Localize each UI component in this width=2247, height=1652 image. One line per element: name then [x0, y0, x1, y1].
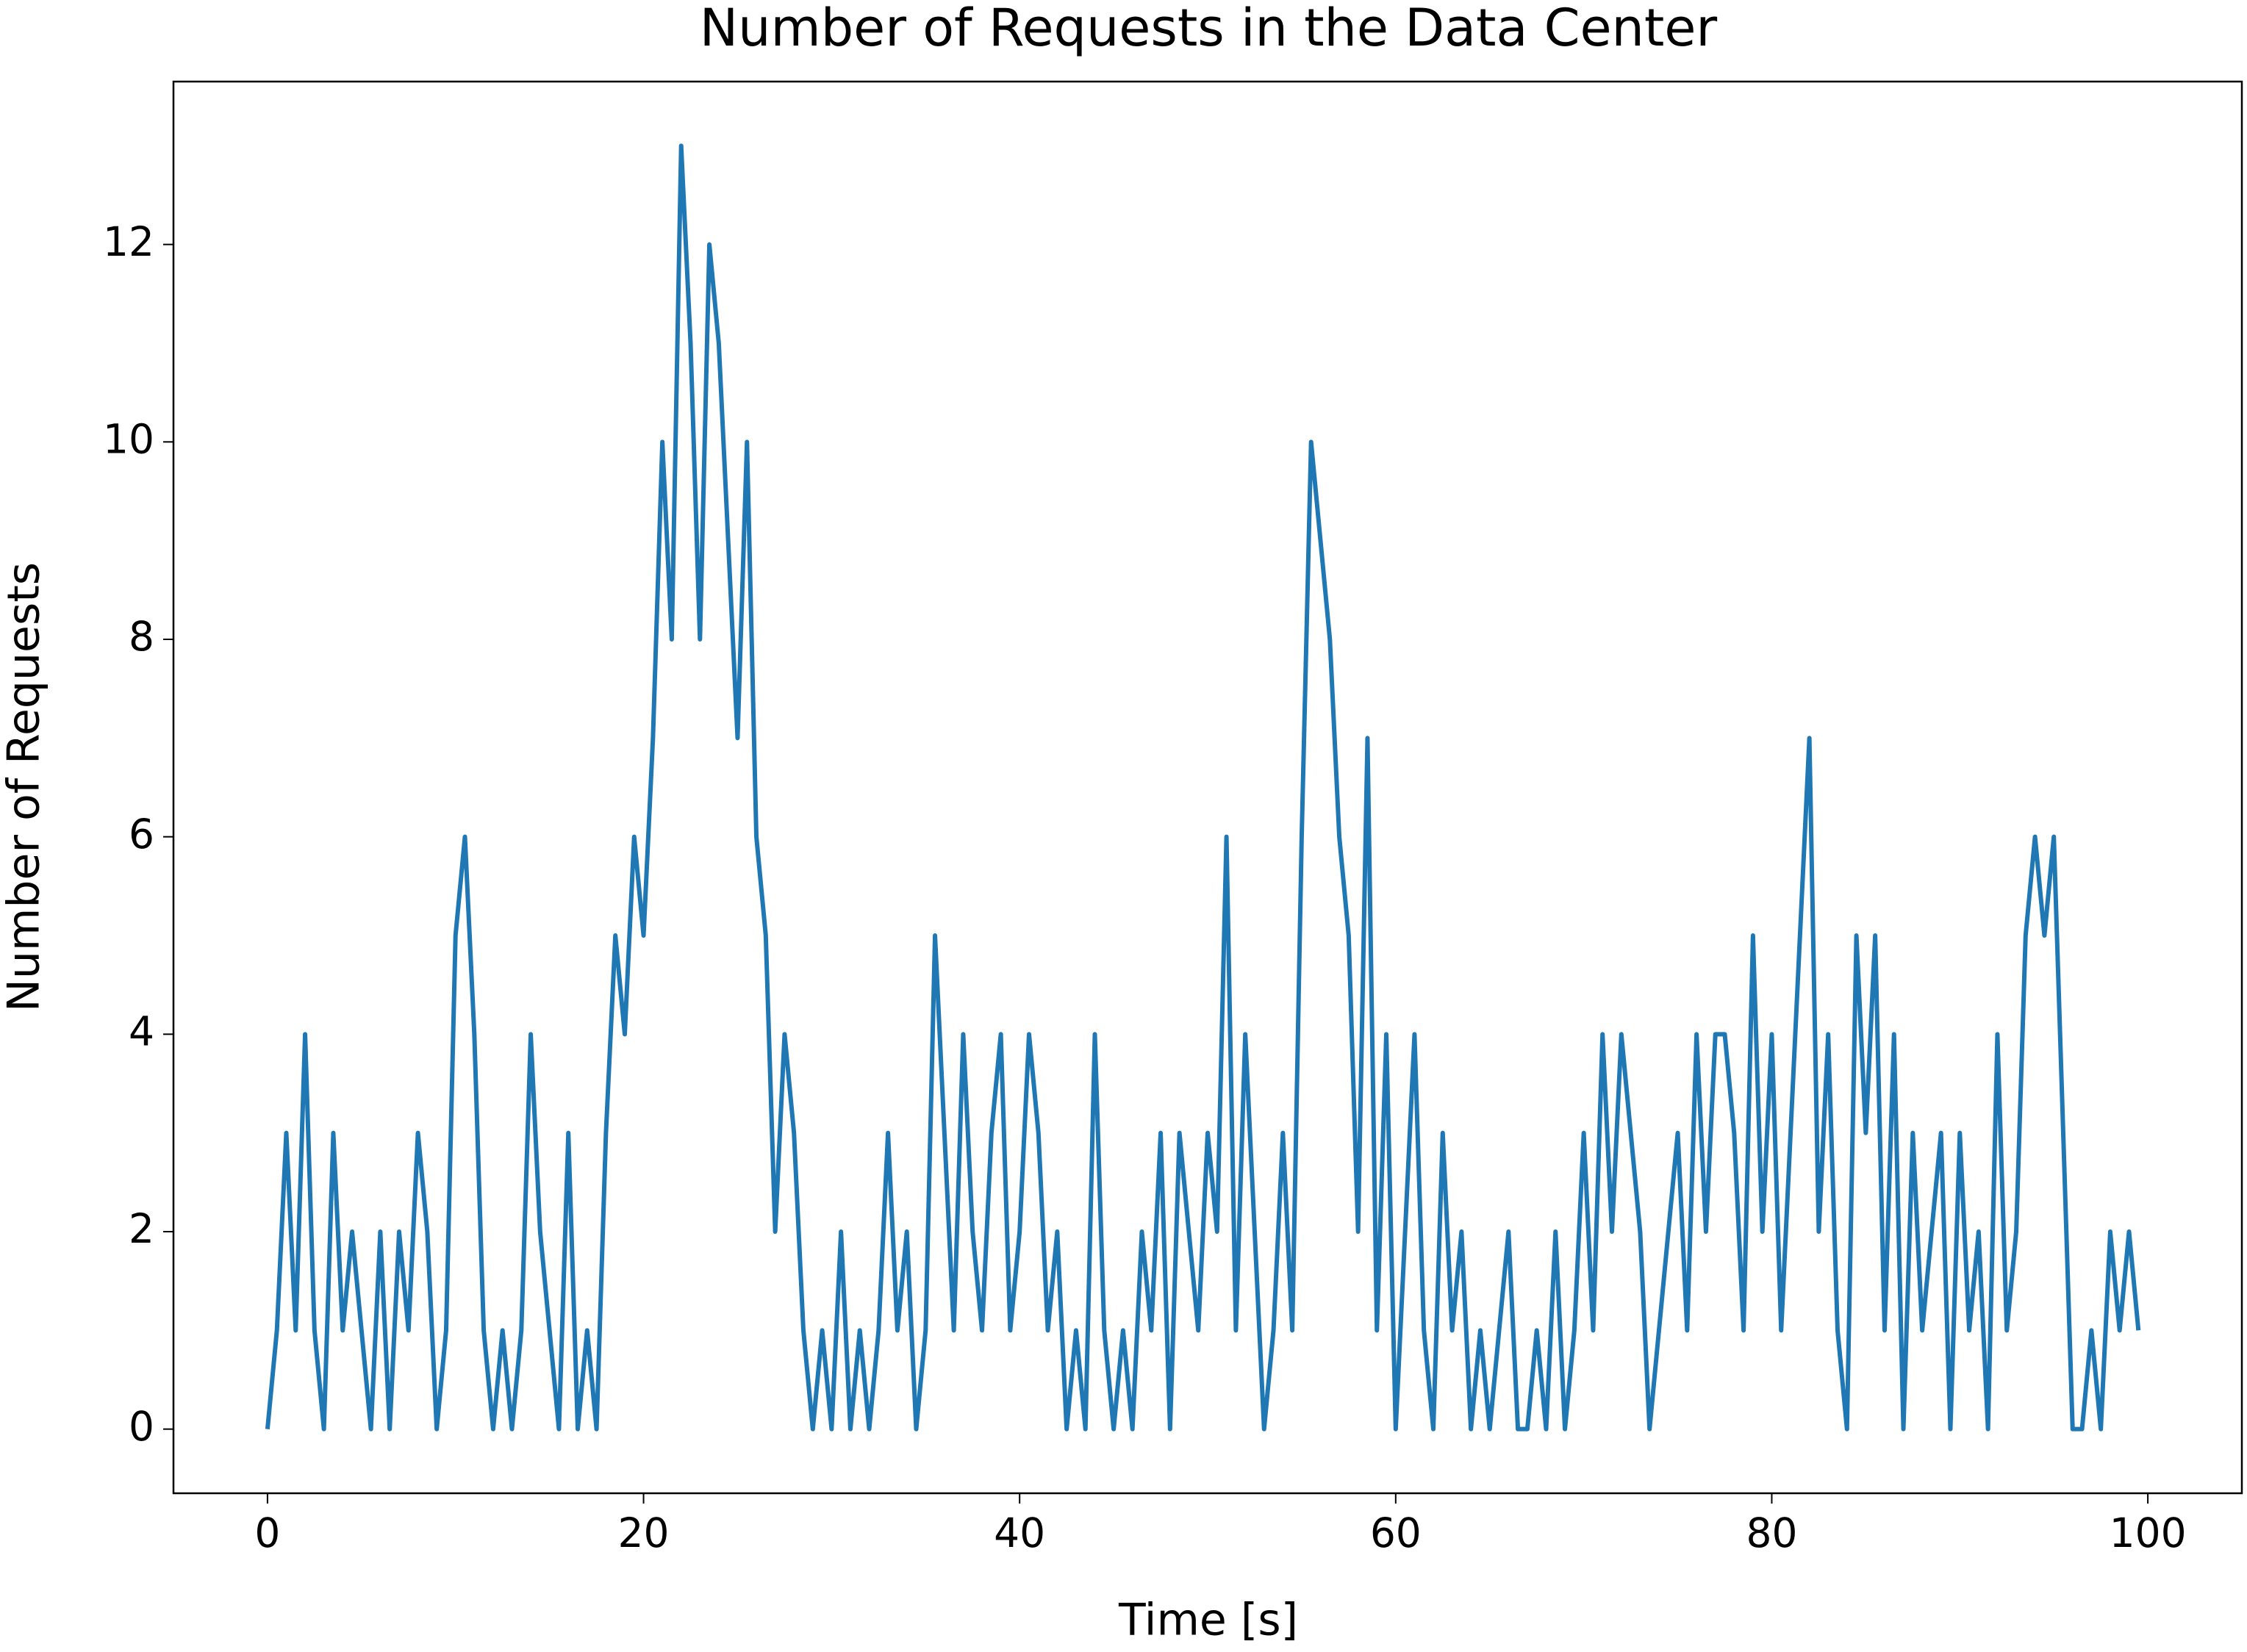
y-tick-label: 6 [129, 811, 154, 858]
x-tick-label: 40 [994, 1509, 1045, 1556]
x-tick-label: 0 [254, 1509, 280, 1556]
x-tick-label: 60 [1370, 1509, 1422, 1556]
y-tick-label: 12 [103, 218, 154, 265]
y-tick-label: 10 [103, 415, 154, 462]
x-tick-label: 20 [618, 1509, 670, 1556]
x-tick-label: 80 [1746, 1509, 1797, 1556]
chart-title: Number of Requests in the Data Center [700, 0, 1718, 58]
plot-frame [172, 80, 2243, 1495]
y-tick-label: 0 [129, 1403, 154, 1450]
x-tick-label: 100 [2110, 1509, 2187, 1556]
y-tick-label: 2 [129, 1205, 154, 1252]
y-tick-label: 4 [129, 1008, 154, 1055]
data-line [265, 143, 2141, 1432]
x-axis-label: Time [s] [1118, 1595, 1298, 1646]
y-axis-label: Number of Requests [0, 562, 50, 1012]
y-tick-label: 8 [129, 613, 154, 660]
